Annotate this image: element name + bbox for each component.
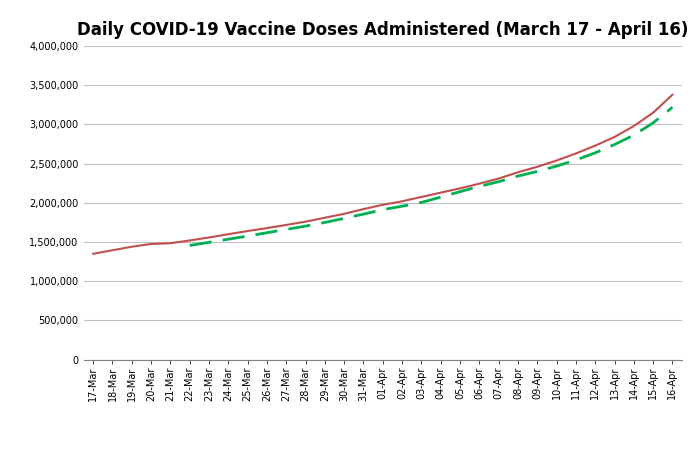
Title: Daily COVID-19 Vaccine Doses Administered (March 17 - April 16): Daily COVID-19 Vaccine Doses Administere… xyxy=(77,21,688,39)
